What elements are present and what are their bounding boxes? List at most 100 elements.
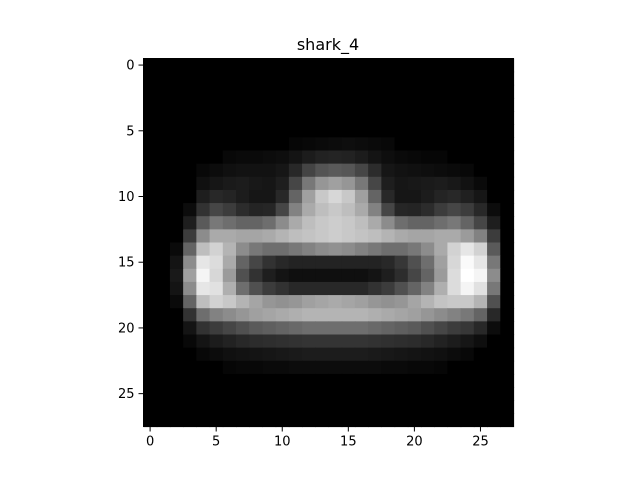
heatmap-cell [500,347,515,362]
heatmap-cell [368,176,382,191]
heatmap-cell [262,347,277,362]
heatmap-cell [222,203,237,217]
heatmap-cell [434,413,449,428]
heatmap-cell [315,308,330,322]
heatmap-cell [302,163,316,178]
heatmap-cell [275,413,290,428]
heatmap-cell [368,255,382,270]
heatmap-cell [354,58,369,73]
heatmap-cell [209,216,224,230]
heatmap-cell [183,268,197,283]
heatmap-cell [236,176,250,191]
heatmap-cell [421,255,435,270]
heatmap-cell [473,150,488,165]
heatmap-cell [421,281,435,296]
heatmap-cell [354,387,369,401]
heatmap-cell [143,58,158,73]
heatmap-cell [434,387,449,401]
heatmap-cell [354,360,369,375]
heatmap-cell [473,255,488,270]
heatmap-cell [156,137,171,152]
heatmap-cell [143,97,158,112]
heatmap-cell [222,321,237,336]
heatmap-cell [407,229,422,244]
heatmap-cell [368,387,382,401]
heatmap-cell [447,413,462,428]
heatmap-cell [143,137,158,152]
heatmap-cell [368,111,382,125]
heatmap-cell [328,176,343,191]
heatmap-cell [315,84,330,99]
heatmap-cell [341,255,356,270]
heatmap-cell [143,150,158,165]
heatmap-cell [156,242,171,257]
heatmap-cell [460,229,475,244]
heatmap-cell [434,58,449,73]
heatmap-cell [460,255,475,270]
heatmap-cell [407,124,422,138]
heatmap-cell [209,58,224,73]
heatmap-cell [236,242,250,257]
heatmap-cell [315,216,330,230]
heatmap-cell [222,216,237,230]
heatmap-cell [341,189,356,204]
heatmap-cell [500,84,515,99]
heatmap-cell [421,97,435,112]
heatmap-cell [460,295,475,309]
heatmap-cell [487,229,501,244]
heatmap-cell [183,281,197,296]
heatmap-cell [315,203,330,217]
heatmap-cell [368,308,382,322]
heatmap-cell [368,242,382,257]
heatmap-cell [315,400,330,414]
heatmap-cell [275,400,290,414]
heatmap-cell [394,360,409,375]
heatmap-cell [275,150,290,165]
heatmap-cell [302,176,316,191]
heatmap-cell [368,189,382,204]
heatmap-cell [209,373,224,388]
heatmap-cell [315,111,330,125]
heatmap-cell [183,255,197,270]
heatmap-cell [487,347,501,362]
heatmap-cell [447,150,462,165]
heatmap-cell [354,347,369,362]
heatmap-cell [394,334,409,349]
heatmap-cell [354,400,369,414]
heatmap-cell [183,413,197,428]
heatmap-cell [328,71,343,86]
heatmap-cell [328,150,343,165]
heatmap-cell [407,334,422,349]
heatmap-cell [249,255,264,270]
heatmap-cell [169,347,184,362]
heatmap-cell [169,216,184,230]
heatmap-cell [421,84,435,99]
heatmap-cell [143,321,158,336]
heatmap-cell [381,268,396,283]
heatmap-cell [222,242,237,257]
heatmap-cell [421,71,435,86]
heatmap-cell [288,216,303,230]
heatmap-cell [394,176,409,191]
heatmap-cell [368,203,382,217]
heatmap-cell [222,347,237,362]
heatmap-cell [209,255,224,270]
heatmap-cell [183,295,197,309]
heatmap-cell [183,150,197,165]
heatmap-cell [447,321,462,336]
heatmap-cell [434,373,449,388]
heatmap-cell [288,150,303,165]
heatmap-cell [288,321,303,336]
heatmap-cell [275,189,290,204]
heatmap-cell [354,203,369,217]
heatmap-cell [473,308,488,322]
heatmap-cell [275,268,290,283]
heatmap-cell [460,400,475,414]
heatmap-cell [275,84,290,99]
heatmap-cell [421,347,435,362]
heatmap-cell [381,373,396,388]
heatmap-cell [460,281,475,296]
heatmap-cell [262,176,277,191]
y-tick-label: 0 [126,59,134,74]
heatmap-cell [183,347,197,362]
